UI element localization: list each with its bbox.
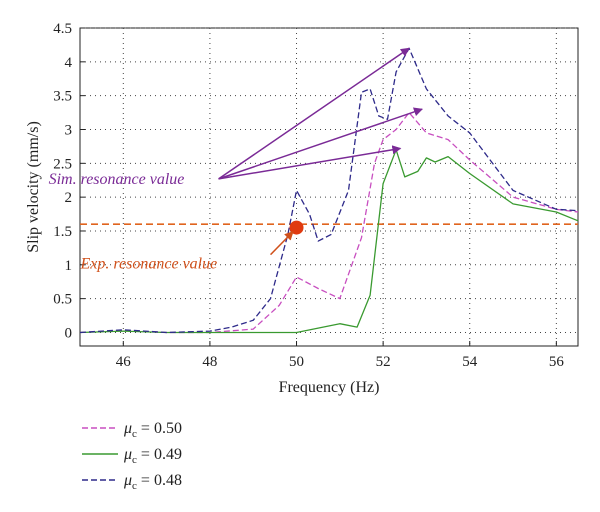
annotation-arrow: [218, 145, 402, 180]
y-tick-label: 2.5: [53, 156, 72, 172]
y-tick-label: 2: [65, 190, 73, 206]
series-lines: [79, 47, 579, 334]
series-line-3: [79, 47, 579, 334]
sim-resonance-label: Sim. resonance value: [49, 171, 185, 188]
y-tick-label: 1: [65, 258, 73, 274]
legend-label-3: μc = 0.48: [123, 472, 182, 492]
annotation-arrow: [270, 231, 294, 256]
legend-label-2: μc = 0.49: [123, 446, 182, 466]
x-tick-label: 56: [549, 354, 565, 370]
y-tick-label: 3.5: [53, 89, 72, 105]
legend-label-1: μc = 0.50: [123, 420, 182, 440]
annotations: Sim. resonance value Exp. resonance value: [49, 47, 423, 273]
annotation-arrow: [218, 107, 423, 180]
tick-labels: 46 48 50 52 54 56 0 0.5 1 1.5 2 2.5 3 3.5 4 4.5: [53, 21, 564, 370]
y-tick-label: 1.5: [53, 224, 72, 240]
x-tick-label: 52: [376, 354, 391, 370]
y-tick-label: 0: [65, 325, 73, 341]
x-tick-label: 46: [116, 354, 132, 370]
x-tick-label: 48: [202, 354, 217, 370]
y-tick-label: 0.5: [53, 292, 72, 308]
legend: μc = 0.50 μc = 0.49 μc = 0.48: [82, 420, 182, 492]
series-line-2: [79, 149, 579, 334]
plot-area: [79, 27, 579, 347]
y-tick-label: 4.5: [53, 21, 72, 37]
y-tick-label: 3: [65, 122, 73, 138]
y-axis-label: Slip velocity (mm/s): [25, 121, 42, 253]
y-tick-label: 4: [65, 55, 73, 71]
grid: [80, 27, 578, 346]
x-tick-label: 50: [289, 354, 304, 370]
x-tick-label: 54: [462, 354, 478, 370]
x-axis-label: Frequency (Hz): [279, 379, 380, 396]
exp-resonance-label: Exp. resonance value: [80, 256, 218, 273]
annotation-arrow: [218, 47, 410, 180]
